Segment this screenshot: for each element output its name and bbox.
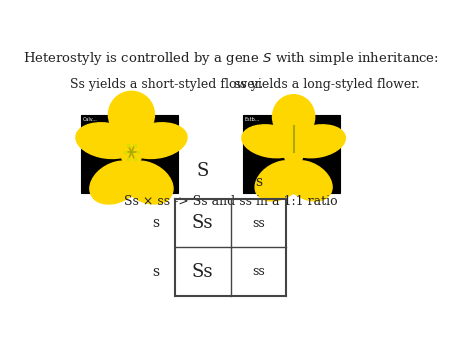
Text: Ss × ss -> Ss and ss in a 1:1 ratio: Ss × ss -> Ss and ss in a 1:1 ratio (124, 195, 338, 209)
Ellipse shape (288, 125, 345, 158)
Text: Ss: Ss (192, 263, 213, 281)
Ellipse shape (121, 161, 173, 204)
Text: s: s (255, 175, 262, 189)
Ellipse shape (242, 125, 300, 158)
Ellipse shape (273, 95, 315, 139)
Ellipse shape (255, 161, 304, 201)
Ellipse shape (76, 123, 137, 159)
Text: S: S (197, 162, 209, 180)
Text: s: s (152, 265, 159, 279)
Text: s: s (152, 216, 159, 231)
Text: Ss yields a short-styled flower.: Ss yields a short-styled flower. (70, 78, 263, 91)
Ellipse shape (108, 91, 154, 138)
Ellipse shape (284, 161, 332, 201)
Ellipse shape (126, 123, 187, 159)
Text: ss yields a long-styled flower.: ss yields a long-styled flower. (234, 78, 420, 91)
Text: Calv...: Calv... (82, 117, 97, 122)
Ellipse shape (90, 161, 142, 204)
Text: Ss: Ss (192, 214, 213, 233)
Text: ss: ss (252, 217, 265, 230)
Ellipse shape (121, 137, 142, 167)
Text: Estb...: Estb... (245, 117, 260, 122)
Bar (81, 115, 178, 193)
Text: ss: ss (252, 265, 265, 278)
Bar (243, 115, 341, 193)
Ellipse shape (284, 138, 303, 167)
Text: Heterostyly is controlled by a gene $S$ with simple inheritance:: Heterostyly is controlled by a gene $S$ … (22, 50, 439, 67)
